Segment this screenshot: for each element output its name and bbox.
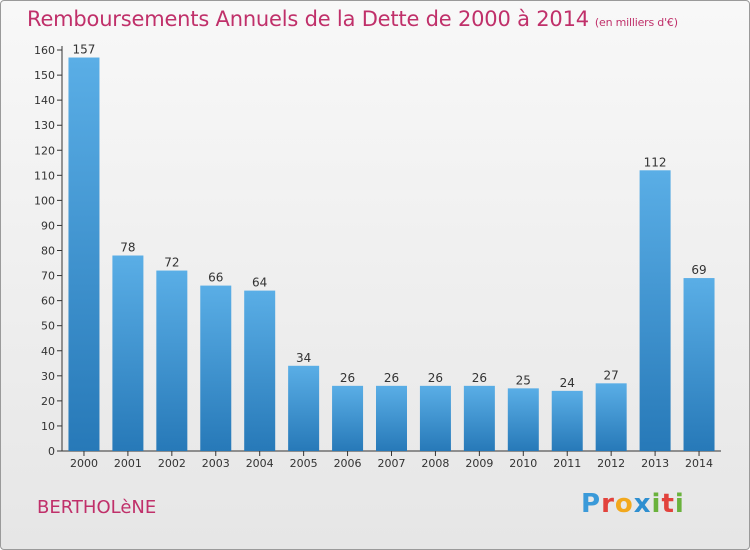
chart-subtitle: (en milliers d'€) <box>594 16 678 29</box>
y-tick-label: 10 <box>41 420 55 433</box>
chart-axes: 0 10 20 30 40 50 60 70 80 90 100 110 120 130 140 150 160… <box>34 44 721 470</box>
y-tick-label: 30 <box>41 370 55 383</box>
bar <box>244 290 276 451</box>
x-tick-label: 2011 <box>553 457 581 470</box>
data-label: 26 <box>472 371 487 385</box>
data-label: 72 <box>164 256 179 270</box>
bar-chart: 0 10 20 30 40 50 60 70 80 90 100 110 120 130 140 150 160… <box>34 43 721 470</box>
data-label: 24 <box>560 376 575 390</box>
y-tick-label: 70 <box>41 270 55 283</box>
logo-letter: x <box>633 489 652 519</box>
data-label: 112 <box>644 155 667 169</box>
logo-letter: t <box>661 489 675 519</box>
y-tick-label: 120 <box>34 144 55 157</box>
bar <box>288 365 320 451</box>
logo-letter: i <box>651 489 662 519</box>
data-label: 27 <box>604 368 619 382</box>
x-tick-label: 2002 <box>158 457 186 470</box>
chart-title-text: Remboursements Annuels de la Dette de 20… <box>27 7 589 31</box>
bar <box>332 385 364 451</box>
y-tick-label: 60 <box>41 295 55 308</box>
bar <box>507 388 539 451</box>
bar <box>463 385 495 451</box>
chart-data-labels: 157 78 72 66 64 34 26 26 26 26 25 24 27 112 69 <box>73 43 707 390</box>
x-tick-label: 2009 <box>465 457 493 470</box>
data-label: 64 <box>252 276 267 290</box>
data-label: 26 <box>384 371 399 385</box>
bar <box>112 255 144 451</box>
y-tick-label: 130 <box>34 119 55 132</box>
data-label: 157 <box>73 43 96 57</box>
bar <box>419 385 451 451</box>
bar <box>595 383 627 451</box>
logo-letter: r <box>601 489 615 519</box>
bar <box>376 385 407 451</box>
bar <box>68 57 100 452</box>
x-tick-label: 2000 <box>70 457 98 470</box>
y-tick-label: 90 <box>41 219 55 232</box>
bar <box>200 285 232 451</box>
x-tick-label: 2003 <box>202 457 230 470</box>
y-tick-label: 140 <box>34 94 55 107</box>
y-tick-label: 50 <box>41 320 55 333</box>
x-tick-label: 2014 <box>685 457 713 470</box>
y-tick-label: 110 <box>34 169 55 182</box>
data-label: 25 <box>516 373 531 387</box>
x-tick-label: 2010 <box>509 457 537 470</box>
data-label: 78 <box>120 241 135 255</box>
commune-name: BERTHOLèNE <box>37 497 157 518</box>
proxiti-logo: Proxiti <box>581 489 685 519</box>
y-tick-label: 150 <box>34 69 55 82</box>
x-tick-label: 2006 <box>334 457 362 470</box>
y-tick-label: 80 <box>41 245 55 258</box>
data-label: 26 <box>340 371 355 385</box>
chart-bars <box>68 57 715 452</box>
data-label: 34 <box>296 351 311 365</box>
logo-letter: i <box>674 489 685 519</box>
logo-letter: P <box>581 489 602 519</box>
x-tick-label: 2007 <box>378 457 406 470</box>
bar <box>683 278 715 451</box>
bar <box>639 170 671 452</box>
y-tick-label: 40 <box>41 345 55 358</box>
data-label: 26 <box>428 371 443 385</box>
x-tick-label: 2008 <box>421 457 449 470</box>
x-tick-label: 2013 <box>641 457 669 470</box>
x-tick-label: 2004 <box>246 457 274 470</box>
bar <box>551 390 583 451</box>
bar <box>156 270 188 451</box>
x-tick-label: 2005 <box>290 457 318 470</box>
x-tick-label: 2012 <box>597 457 625 470</box>
x-tick-label: 2001 <box>114 457 142 470</box>
data-label: 69 <box>691 263 706 277</box>
y-tick-label: 20 <box>41 395 55 408</box>
logo-letter: o <box>614 489 634 519</box>
y-tick-label: 100 <box>34 194 55 207</box>
y-tick-label: 0 <box>48 445 55 458</box>
y-tick-label: 160 <box>34 44 55 57</box>
data-label: 66 <box>208 271 223 285</box>
chart-title: Remboursements Annuels de la Dette de 20… <box>27 7 678 31</box>
